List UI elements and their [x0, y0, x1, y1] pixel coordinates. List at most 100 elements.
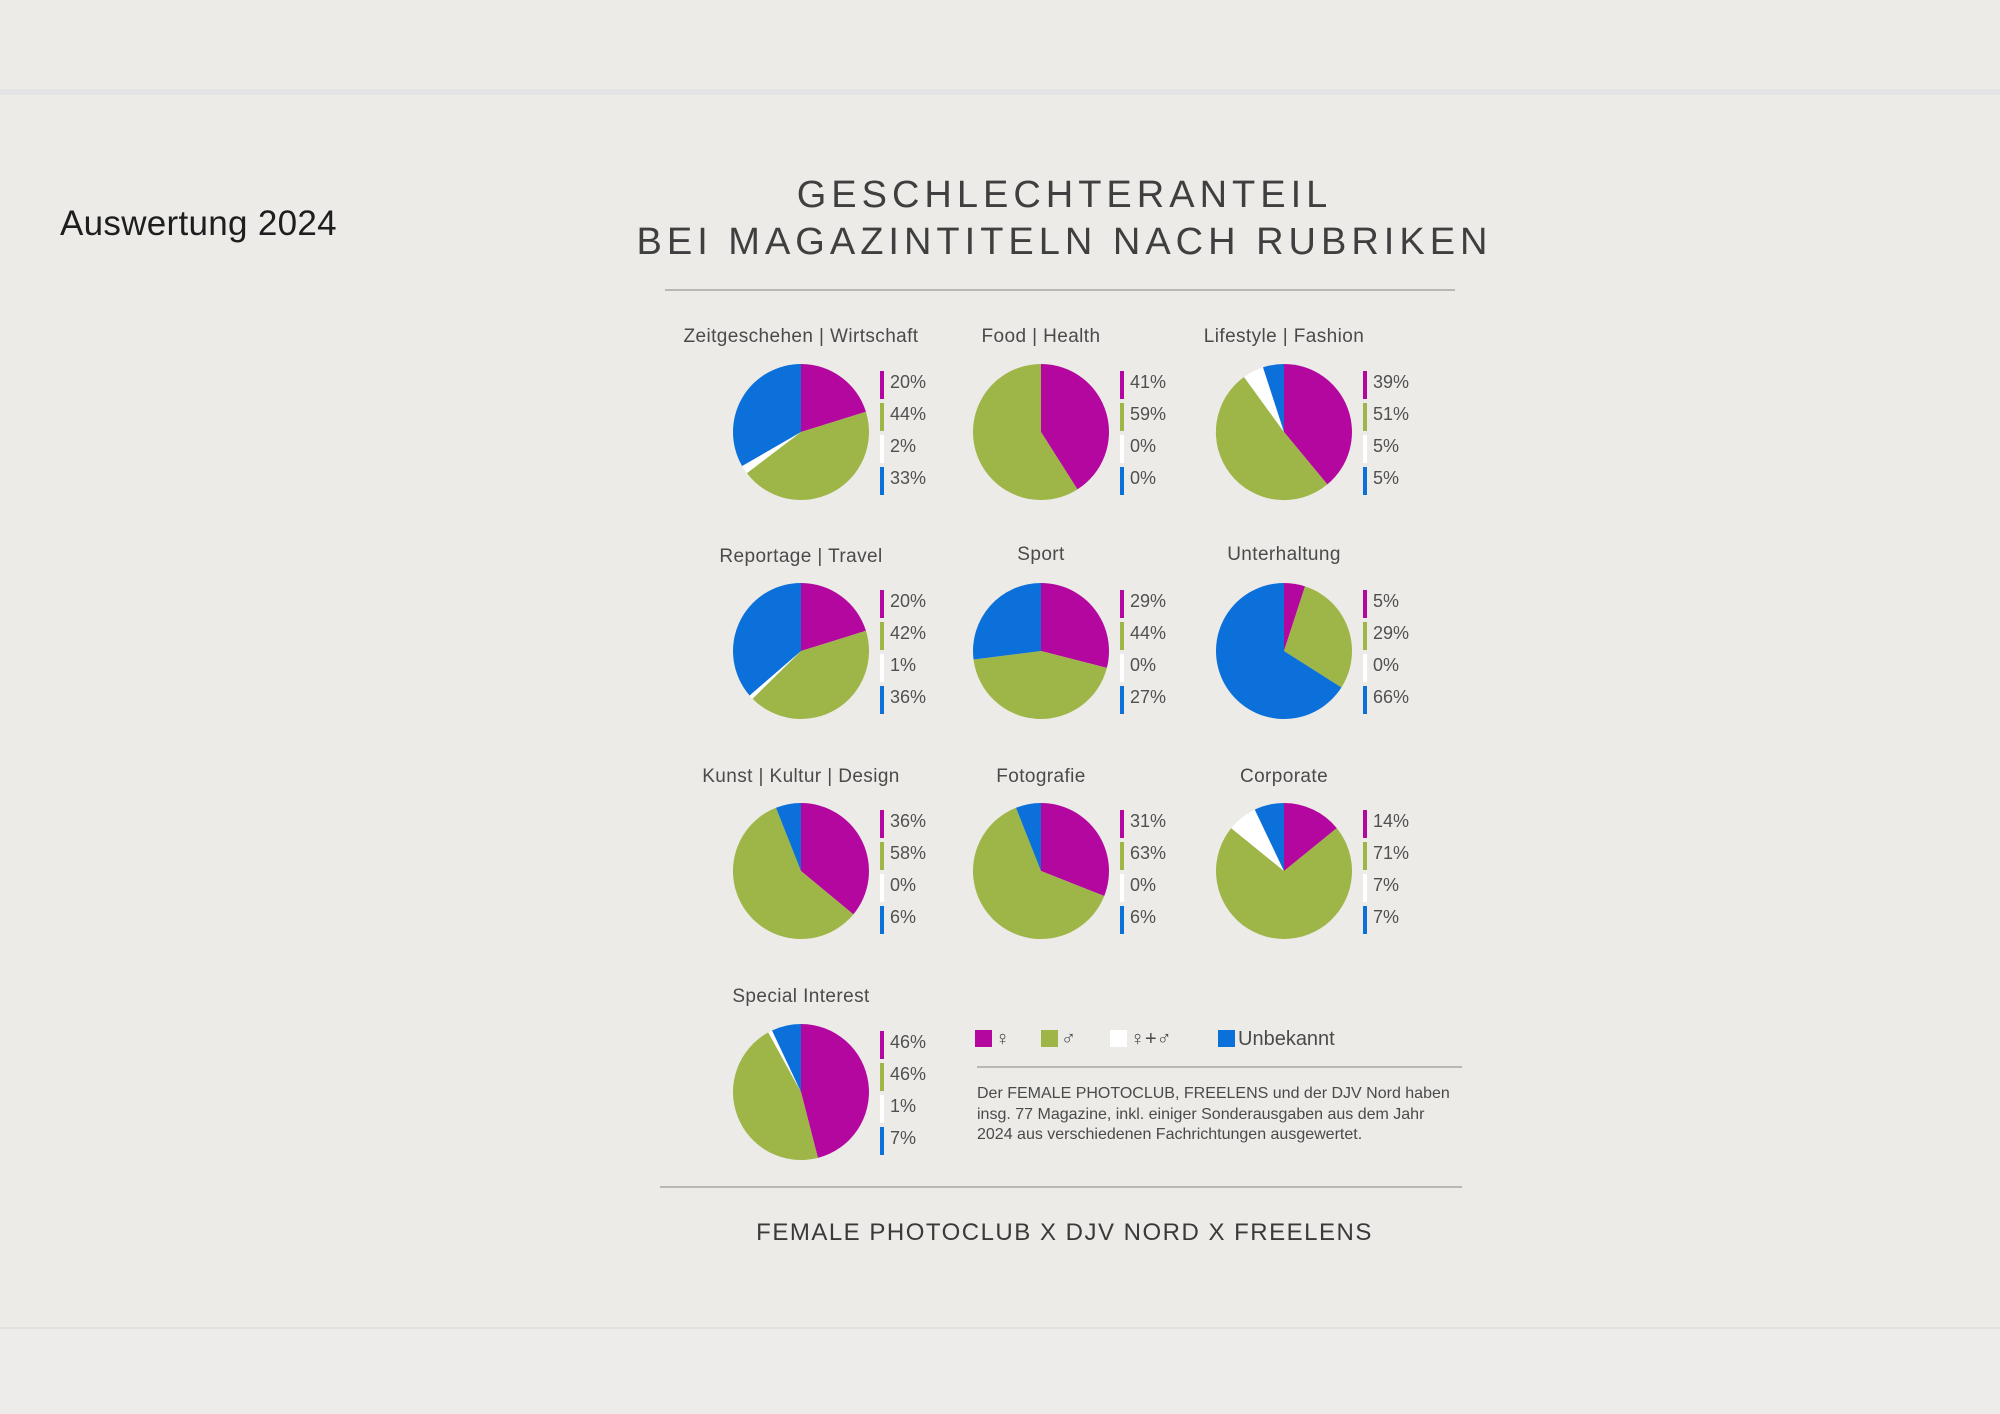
bottom-bar: [0, 1329, 2000, 1414]
label-bar-unterhaltung-both: [1363, 654, 1367, 682]
legend-swatch-male: [1041, 1030, 1058, 1047]
pct-label-special-interest-both: 1%: [890, 1096, 917, 1116]
chart-title-reportage-travel: Reportage | Travel: [719, 546, 883, 567]
top-divider: [0, 89, 2000, 95]
slice-reportage-travel-male: [752, 630, 869, 719]
label-bar-sport-male: [1120, 622, 1124, 650]
slice-food-health-male: [972, 364, 1078, 500]
slice-fotografie-female: [1041, 803, 1109, 897]
slice-lifestyle-fashion-female: [1284, 364, 1352, 485]
slice-special-interest-male: [733, 1032, 818, 1160]
label-bar-corporate-male: [1363, 842, 1367, 870]
chart-title-food-health: Food | Health: [981, 326, 1101, 347]
pct-label-zeitgeschehen-wirtschaft-both: 2%: [890, 436, 917, 456]
pie-special-interest: [733, 1024, 869, 1160]
label-bar-unterhaltung-female: [1363, 590, 1367, 618]
label-bar-fotografie-unknown: [1120, 906, 1124, 934]
legend-label-unknown: Unbekannt: [1238, 1028, 1335, 1050]
label-bar-reportage-travel-male: [880, 622, 884, 650]
footer-credits: FEMALE PHOTOCLUB X DJV NORD X FREELENS: [756, 1219, 1373, 1246]
slice-special-interest-unknown: [772, 1024, 801, 1092]
pct-label-corporate-male: 71%: [1373, 843, 1410, 863]
legend-swatch-both: [1110, 1030, 1127, 1047]
pct-label-lifestyle-fashion-male: 51%: [1373, 404, 1410, 424]
pct-label-sport-male: 44%: [1130, 623, 1167, 643]
label-bar-special-interest-both: [880, 1095, 884, 1123]
slice-corporate-male: [1216, 828, 1352, 939]
label-bar-unterhaltung-male: [1363, 622, 1367, 650]
pct-label-food-health-unknown: 0%: [1130, 468, 1157, 488]
label-bar-corporate-both: [1363, 874, 1367, 902]
label-bar-food-health-male: [1120, 403, 1124, 431]
pct-label-zeitgeschehen-wirtschaft-male: 44%: [890, 404, 927, 424]
label-bar-corporate-female: [1363, 810, 1367, 838]
pie-kunst-kultur-design: [732, 803, 869, 940]
label-bar-lifestyle-fashion-unknown: [1363, 467, 1367, 495]
chart-title-special-interest: Special Interest: [732, 986, 870, 1007]
slice-zeitgeschehen-wirtschaft-female: [801, 364, 866, 432]
pct-label-reportage-travel-female: 20%: [890, 591, 927, 611]
pct-label-reportage-travel-both: 1%: [890, 655, 917, 675]
chart-title-sport: Sport: [1017, 544, 1065, 565]
pct-label-sport-female: 29%: [1130, 591, 1167, 611]
slice-sport-male: [973, 651, 1107, 719]
pct-label-zeitgeschehen-wirtschaft-unknown: 33%: [890, 468, 927, 488]
slice-fotografie-unknown: [1015, 803, 1041, 871]
pct-label-kunst-kultur-design-both: 0%: [890, 875, 917, 895]
page-title: Auswertung 2024: [60, 204, 337, 243]
pct-label-unterhaltung-both: 0%: [1373, 655, 1400, 675]
label-bar-sport-both: [1120, 654, 1124, 682]
methodology-note: Der FEMALE PHOTOCLUB, FREELENS und der D…: [977, 1085, 1450, 1143]
label-bar-lifestyle-fashion-female: [1363, 371, 1367, 399]
pie-corporate: [1216, 803, 1352, 939]
pie-fotografie: [972, 803, 1109, 940]
pct-label-corporate-female: 14%: [1373, 811, 1410, 831]
legend-swatch-female: [975, 1030, 992, 1047]
pct-label-lifestyle-fashion-female: 39%: [1373, 372, 1410, 392]
slice-corporate-female: [1284, 803, 1337, 871]
pct-label-fotografie-female: 31%: [1130, 811, 1167, 831]
pct-label-fotografie-both: 0%: [1130, 875, 1157, 895]
bottom-divider: [0, 1327, 2000, 1329]
label-bar-reportage-travel-both: [880, 654, 884, 682]
label-bar-unterhaltung-unknown: [1363, 686, 1367, 714]
slice-zeitgeschehen-wirtschaft-male: [746, 411, 869, 500]
slice-special-interest-both: [768, 1030, 801, 1092]
title-line-1: GESCHLECHTERANTEIL: [796, 174, 1333, 216]
slice-sport-unknown: [973, 583, 1041, 660]
label-bar-fotografie-male: [1120, 842, 1124, 870]
label-bar-food-health-female: [1120, 371, 1124, 399]
slice-special-interest-female: [801, 1024, 869, 1158]
female-male-symbol-icon: ♀+♂: [1130, 1028, 1172, 1050]
footer-rule: [660, 1186, 1462, 1188]
slice-lifestyle-fashion-male: [1215, 376, 1328, 501]
pie-zeitgeschehen-wirtschaft: [732, 364, 869, 500]
slice-zeitgeschehen-wirtschaft-unknown: [732, 364, 801, 466]
legend-swatch-unknown: [1218, 1030, 1235, 1047]
chart-title-fotografie: Fotografie: [996, 766, 1086, 787]
pct-label-reportage-travel-unknown: 36%: [890, 687, 927, 707]
pct-label-food-health-male: 59%: [1130, 404, 1167, 424]
infographic-title: GESCHLECHTERANTEIL BEI MAGAZINTITELN NAC…: [612, 172, 1517, 266]
slice-reportage-travel-both: [749, 651, 801, 699]
pct-label-fotografie-male: 63%: [1130, 843, 1167, 863]
pie-unterhaltung: [1215, 583, 1352, 719]
label-bar-sport-female: [1120, 590, 1124, 618]
slice-sport-female: [1041, 583, 1109, 668]
label-bar-zeitgeschehen-wirtschaft-unknown: [880, 467, 884, 495]
chart-title-unterhaltung: Unterhaltung: [1227, 544, 1341, 565]
label-bar-fotografie-both: [1120, 874, 1124, 902]
slice-kunst-kultur-design-unknown: [775, 803, 801, 871]
slice-fotografie-male: [972, 807, 1105, 940]
label-bar-special-interest-unknown: [880, 1127, 884, 1155]
pct-label-unterhaltung-unknown: 66%: [1373, 687, 1410, 707]
legend-rule: [977, 1066, 1462, 1068]
label-bar-corporate-unknown: [1363, 906, 1367, 934]
pie-sport: [973, 583, 1109, 719]
pct-label-special-interest-male: 46%: [890, 1064, 927, 1084]
pct-label-lifestyle-fashion-unknown: 5%: [1373, 468, 1400, 488]
slice-zeitgeschehen-wirtschaft-both: [742, 432, 801, 474]
label-bar-lifestyle-fashion-male: [1363, 403, 1367, 431]
pct-label-food-health-female: 41%: [1130, 372, 1167, 392]
label-bar-kunst-kultur-design-male: [880, 842, 884, 870]
